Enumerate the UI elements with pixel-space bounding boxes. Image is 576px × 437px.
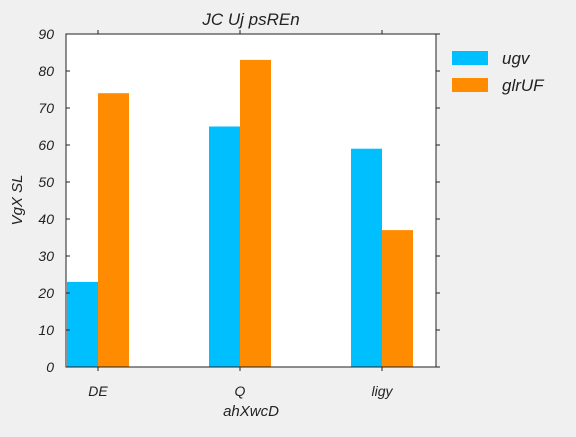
y-tick-label: 40: [38, 211, 54, 227]
bar-ugv-DE: [67, 281, 98, 367]
y-tick-label: 20: [37, 285, 54, 301]
bar-glrUF-DE: [98, 93, 129, 367]
y-tick-label: 10: [38, 322, 54, 338]
y-tick-label: 50: [38, 174, 54, 190]
legend-swatch-ugv: [452, 51, 488, 65]
y-axis-title: VgX SL: [9, 175, 26, 226]
x-tick-label: Q: [235, 383, 246, 399]
y-ticks-layer: 0 10 20 30 40 50 60 70 80 90: [37, 26, 440, 375]
axes-layer: [65, 33, 437, 368]
legend-label-glrUF: glrUF: [502, 76, 545, 95]
y-tick-label: 60: [38, 137, 54, 153]
bar-glrUF-ligy: [382, 230, 413, 367]
bars-layer: [67, 59, 413, 368]
y-tick-label: 70: [38, 100, 54, 116]
y-tick-label: 80: [38, 63, 54, 79]
bar-ugv-ligy: [351, 148, 382, 367]
y-tick-label: 0: [46, 359, 54, 375]
legend-swatch-glrUF: [452, 78, 488, 92]
x-tick-label: DE: [88, 383, 108, 399]
chart-title: JC Uj psREn: [201, 10, 299, 29]
bar-ugv-Q: [209, 126, 240, 367]
legend-label-ugv: ugv: [502, 49, 531, 68]
plot-frame: [65, 33, 437, 368]
legend: ugv glrUF: [452, 49, 545, 95]
x-tick-label: ligy: [371, 383, 393, 399]
y-tick-label: 90: [38, 26, 54, 42]
x-axis-title: ahXwcD: [223, 403, 279, 420]
bar-glrUF-Q: [240, 59, 271, 368]
y-tick-label: 30: [38, 248, 54, 264]
